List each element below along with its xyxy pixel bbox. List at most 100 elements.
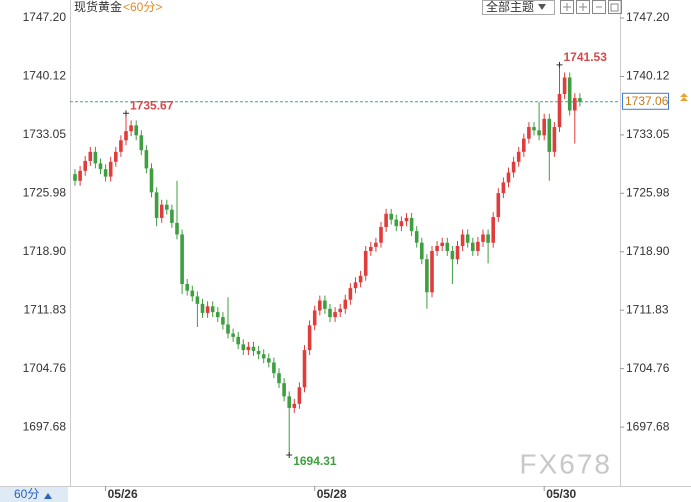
candle-body (522, 138, 526, 152)
candle-body (88, 151, 93, 161)
candle-body (236, 336, 240, 345)
candle-body (323, 300, 327, 309)
y-tick-label-right: 1718.90 (626, 244, 670, 258)
y-tick-label-left: 1733.05 (23, 127, 67, 141)
period-label: <60分> (123, 0, 162, 14)
candle-body (129, 125, 133, 132)
y-tick-label-right: 1733.05 (626, 127, 670, 141)
y-tick-label-left: 1747.20 (23, 10, 67, 24)
toolbar-icons[interactable] (560, 0, 622, 14)
x-tick-label: 05/28 (317, 487, 347, 501)
watermark: FX678 (520, 448, 613, 479)
candle-body (154, 192, 159, 218)
y-tick-label-right: 1704.76 (626, 361, 670, 375)
candle-body (272, 362, 276, 374)
candle-body (246, 346, 251, 351)
candle-body (542, 118, 546, 136)
theme-button[interactable] (482, 0, 555, 15)
candle-body (165, 204, 169, 210)
candle-body (200, 303, 205, 313)
candle-body (420, 242, 424, 260)
icon-zoom-out[interactable] (592, 0, 606, 14)
candle-body (450, 250, 455, 260)
candle-body (98, 163, 103, 170)
y-tick-label-left: 1740.12 (23, 69, 67, 83)
candle-body (119, 140, 123, 152)
candle-body (180, 234, 184, 285)
candle-body (476, 241, 480, 251)
candle-body (567, 77, 572, 111)
candle-body (83, 160, 87, 171)
candle-body (496, 193, 501, 218)
candle-body (511, 161, 516, 173)
candle-body (139, 135, 144, 151)
candle-body (374, 242, 378, 247)
candle-body (465, 234, 470, 243)
candle-body (333, 312, 337, 318)
candle-body (506, 172, 511, 183)
candle-body (369, 246, 373, 251)
candle-body (195, 296, 200, 304)
candle-body (440, 242, 444, 247)
candle-body (318, 300, 322, 311)
candle-body (170, 209, 174, 223)
candle-body (149, 168, 154, 193)
candle-body (231, 333, 235, 337)
candle-body (491, 217, 495, 243)
candle-body (562, 77, 567, 95)
candle-body (557, 94, 562, 128)
candle-body (185, 284, 189, 291)
icon-fullscreen[interactable] (608, 0, 622, 14)
candle-body (277, 373, 281, 384)
candle-body (175, 222, 179, 235)
period-tab-label[interactable]: 60分 (14, 487, 39, 501)
candle-body (302, 350, 307, 388)
candle-body (552, 127, 557, 152)
candle-body (267, 358, 271, 363)
y-tick-label-left: 1711.83 (24, 302, 67, 316)
y-tick-label-right: 1711.83 (626, 302, 669, 316)
period-tab-arrow (44, 493, 52, 499)
candle-body (460, 234, 465, 247)
icon-crosshair[interactable] (560, 0, 574, 14)
candle-body (282, 383, 286, 397)
candle-body (190, 290, 195, 297)
candle-body (445, 242, 450, 251)
candle-body (389, 213, 393, 220)
candle-body (516, 151, 521, 162)
candle-body (114, 151, 118, 162)
candle-body (414, 231, 419, 243)
last-price-box (622, 92, 669, 110)
candle-body (78, 170, 82, 181)
annotation-marker (286, 451, 293, 458)
candle-body (384, 213, 388, 228)
candle-body (312, 310, 317, 326)
candle-body (226, 324, 230, 334)
candle-body (425, 259, 429, 293)
candle-body (210, 306, 215, 313)
y-tick-label-right: 1697.68 (626, 419, 670, 433)
y-tick-label-right: 1747.20 (626, 10, 670, 24)
theme-button-label[interactable]: 全部主题 (486, 0, 534, 14)
candle-body (353, 282, 358, 289)
annotation-marker (556, 61, 563, 68)
candle-body (435, 246, 439, 251)
candle-body (144, 150, 149, 169)
candle-body (124, 131, 128, 141)
candle-body (501, 182, 506, 194)
x-tick-label: 05/30 (546, 487, 576, 501)
candle-body (486, 234, 490, 243)
y-tick-label-left: 1725.98 (23, 185, 67, 199)
icon-zoom-in[interactable] (576, 0, 590, 14)
candle-body (348, 288, 353, 300)
y-tick-label-right: 1725.98 (626, 185, 670, 199)
candle-body (256, 350, 261, 355)
candle-body (241, 344, 246, 351)
candle-body (409, 217, 414, 232)
candle-body (394, 219, 399, 227)
candle-body (379, 227, 383, 243)
candle-body (73, 174, 77, 181)
candle-body (292, 403, 297, 408)
